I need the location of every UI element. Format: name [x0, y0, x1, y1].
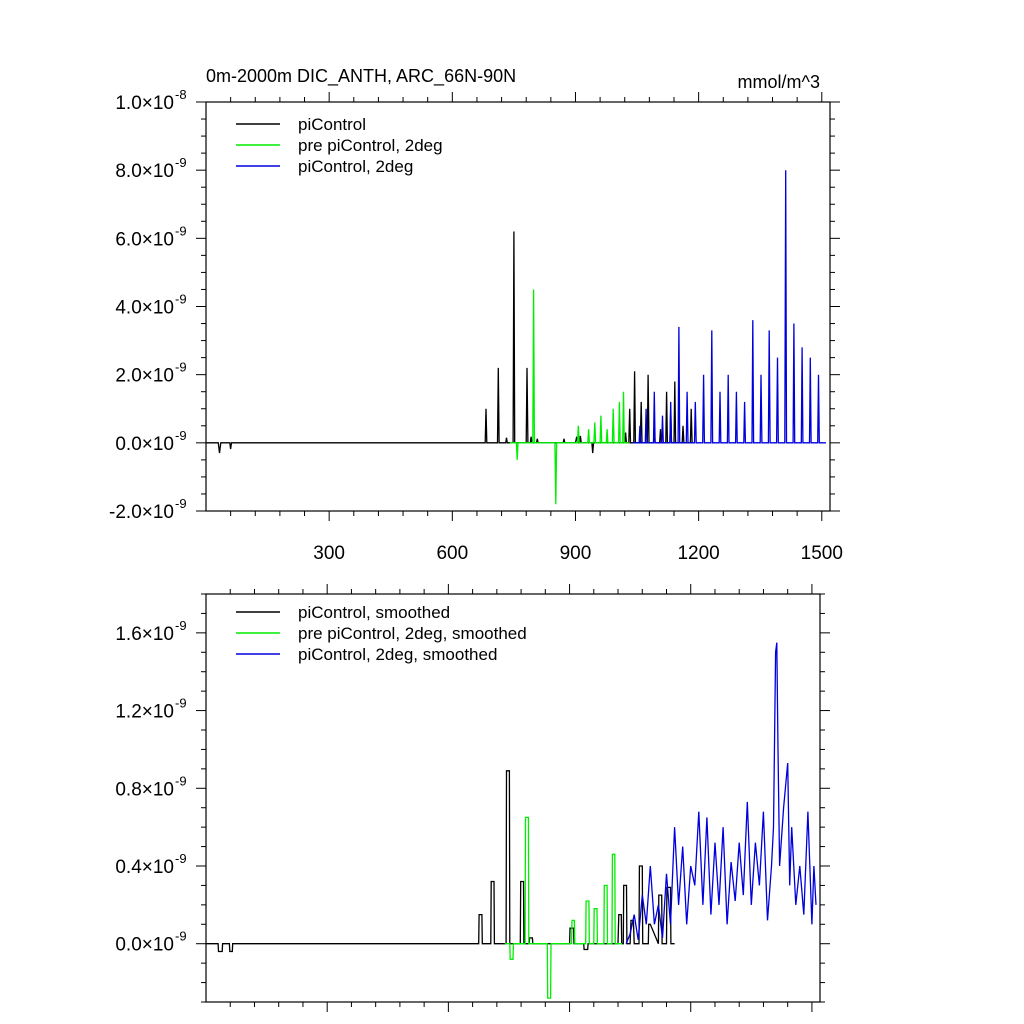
plot-frame [205, 593, 821, 1003]
chart-title: 0m-2000m DIC_ANTH, ARC_66N-90N [206, 66, 516, 87]
y-tick-label: -2.0×10 [109, 502, 174, 523]
x-tick-label: 1200 [677, 543, 719, 564]
y-tick-label: 2.0×10 [115, 366, 174, 387]
bottom-chart: 0.0×10 -90.4×10 -90.8×10 -91.2×10 -91.6×10 -9… [115, 584, 830, 1012]
y-tick-exponent: -9 [175, 618, 187, 633]
legend-label: piControl [298, 115, 366, 134]
x-tick-label: 600 [436, 543, 468, 564]
series-line-1 [206, 770, 675, 953]
y-tick-exponent: -9 [175, 929, 187, 944]
series-line-3 [632, 170, 826, 444]
y-tick-exponent: -9 [175, 428, 187, 443]
y-tick-label: 6.0×10 [115, 229, 174, 250]
y-tick-label: 8.0×10 [115, 161, 174, 182]
series-line-3 [625, 642, 817, 944]
series-line-2 [504, 816, 623, 999]
x-tick-label: 300 [313, 543, 345, 564]
legend-label: piControl, 2deg, smoothed [298, 645, 497, 664]
y-tick-label: 1.6×10 [115, 624, 174, 645]
y-tick-exponent: -9 [175, 292, 187, 307]
y-tick-label: 0.8×10 [115, 779, 174, 800]
legend-label: pre piControl, 2deg [298, 136, 443, 155]
y-tick-exponent: -9 [175, 773, 187, 788]
y-tick-label: 0.4×10 [115, 857, 174, 878]
series-line-1 [206, 231, 693, 454]
y-tick-label: 1.2×10 [115, 702, 174, 723]
y-tick-label: 1.0×10 [115, 93, 174, 114]
y-tick-exponent: -9 [175, 496, 187, 511]
legend-label: pre piControl, 2deg, smoothed [298, 624, 527, 643]
y-tick-label: 4.0×10 [115, 298, 174, 319]
x-tick-label: 1500 [801, 543, 843, 564]
y-tick-exponent: -9 [175, 155, 187, 170]
series-line-2 [509, 289, 629, 505]
y-tick-exponent: -9 [175, 223, 187, 238]
legend-label: piControl, smoothed [298, 603, 450, 622]
units-label: mmol/m^3 [738, 72, 820, 92]
y-tick-label: 0.0×10 [115, 434, 174, 455]
y-tick-exponent: -9 [175, 360, 187, 375]
x-tick-label: 900 [560, 543, 592, 564]
legend-label: piControl, 2deg [298, 157, 413, 176]
y-tick-exponent: -9 [175, 851, 187, 866]
y-tick-exponent: -9 [175, 696, 187, 711]
top-chart: 300 600 900 1200 1500-2.0×10 -90.0×10 -92.0×10… [109, 66, 843, 564]
y-tick-exponent: -8 [175, 87, 187, 102]
y-tick-label: 0.0×10 [115, 935, 174, 956]
